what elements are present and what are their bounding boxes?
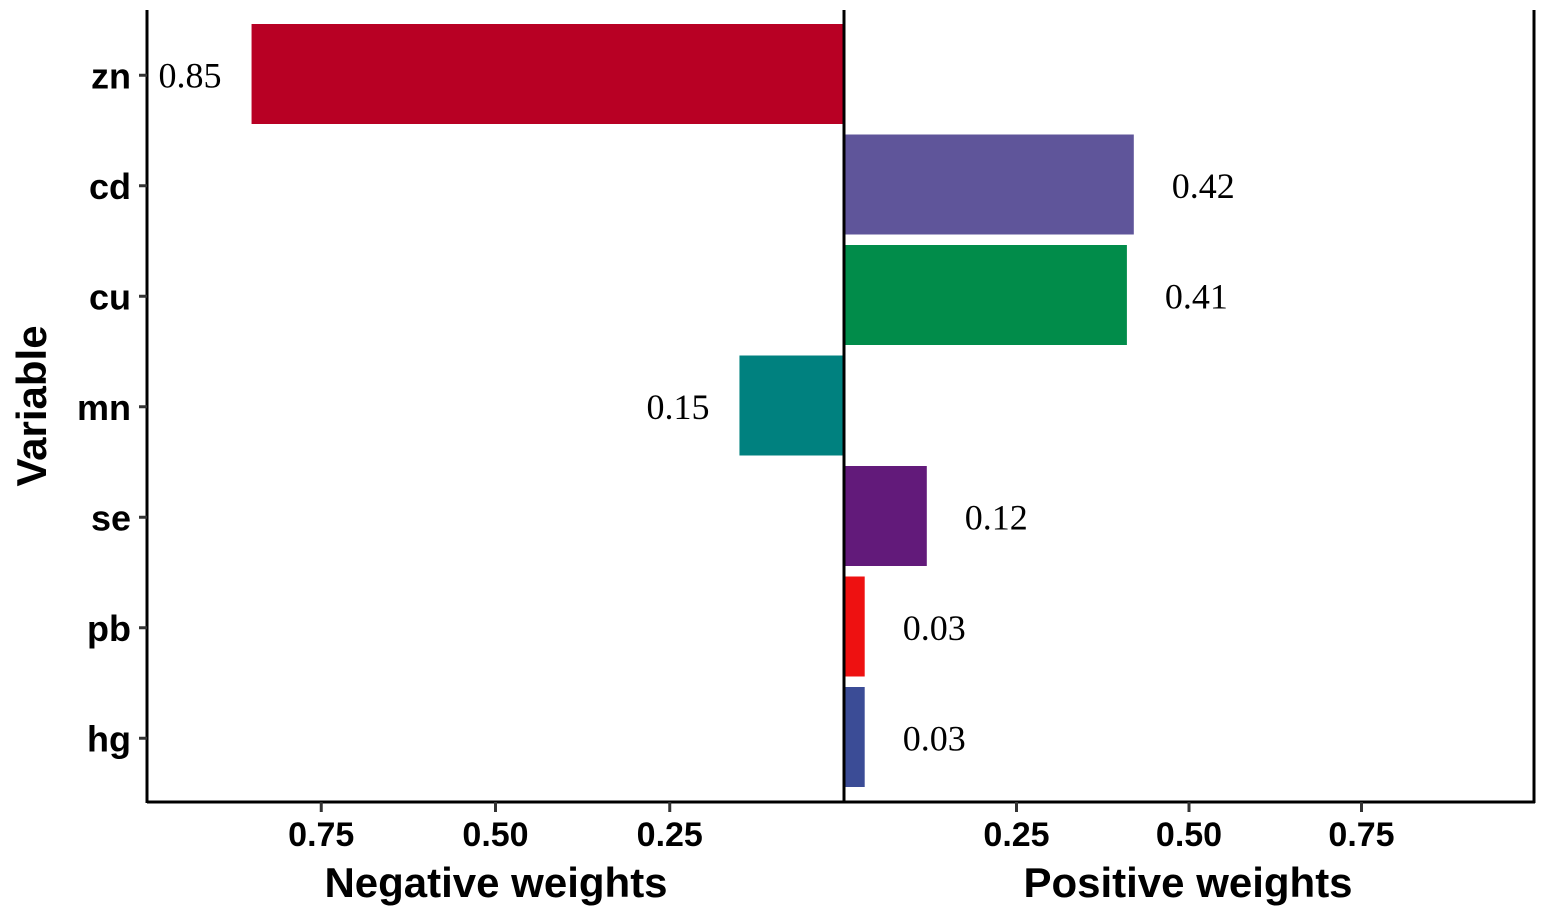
data-label-hg: 0.03 xyxy=(903,718,966,758)
positive-x-tick-label: 0.50 xyxy=(1156,816,1222,854)
y-tick-label-mn: mn xyxy=(77,387,131,428)
bar-pb xyxy=(844,576,865,677)
data-label-cd: 0.42 xyxy=(1172,166,1235,206)
data-label-mn: 0.15 xyxy=(646,387,709,427)
negative-x-tick-label: 0.50 xyxy=(462,816,528,854)
bar-zn xyxy=(251,24,845,124)
negative-x-tick-label: 0.75 xyxy=(288,816,354,854)
bar-cu xyxy=(844,245,1127,345)
positive-x-tick-label: 0.75 xyxy=(1328,816,1394,854)
y-tick-label-se: se xyxy=(91,497,131,538)
negative-x-axis-title: Negative weights xyxy=(324,859,667,906)
bar-mn xyxy=(739,355,844,456)
positive-x-tick-label: 0.25 xyxy=(983,816,1049,854)
data-label-cu: 0.41 xyxy=(1165,276,1228,316)
data-label-se: 0.12 xyxy=(965,497,1028,537)
bar-se xyxy=(844,466,927,566)
y-axis-title: Variable xyxy=(8,325,55,486)
y-ticks-group: zn cd cu mn se pb hg xyxy=(77,55,147,759)
bar-hg xyxy=(844,687,865,787)
data-labels-group: 0.85 0.42 0.41 0.15 0.12 0.03 0.03 xyxy=(159,55,1235,758)
data-label-zn: 0.85 xyxy=(159,55,222,95)
y-tick-label-pb: pb xyxy=(87,608,131,649)
positive-panel xyxy=(844,10,1536,804)
negative-x-tick-label: 0.25 xyxy=(637,816,703,854)
y-tick-label-cd: cd xyxy=(89,166,131,207)
data-label-pb: 0.03 xyxy=(903,608,966,648)
y-tick-label-zn: zn xyxy=(91,55,131,96)
bars-group xyxy=(251,24,1134,787)
y-tick-label-cu: cu xyxy=(89,276,131,317)
positive-x-axis-title: Positive weights xyxy=(1023,859,1352,906)
bar-cd xyxy=(844,134,1134,235)
y-tick-label-hg: hg xyxy=(87,718,131,759)
x-ticks-group: 0.75 0.50 0.25 0.25 0.50 0.75 xyxy=(288,802,1395,854)
